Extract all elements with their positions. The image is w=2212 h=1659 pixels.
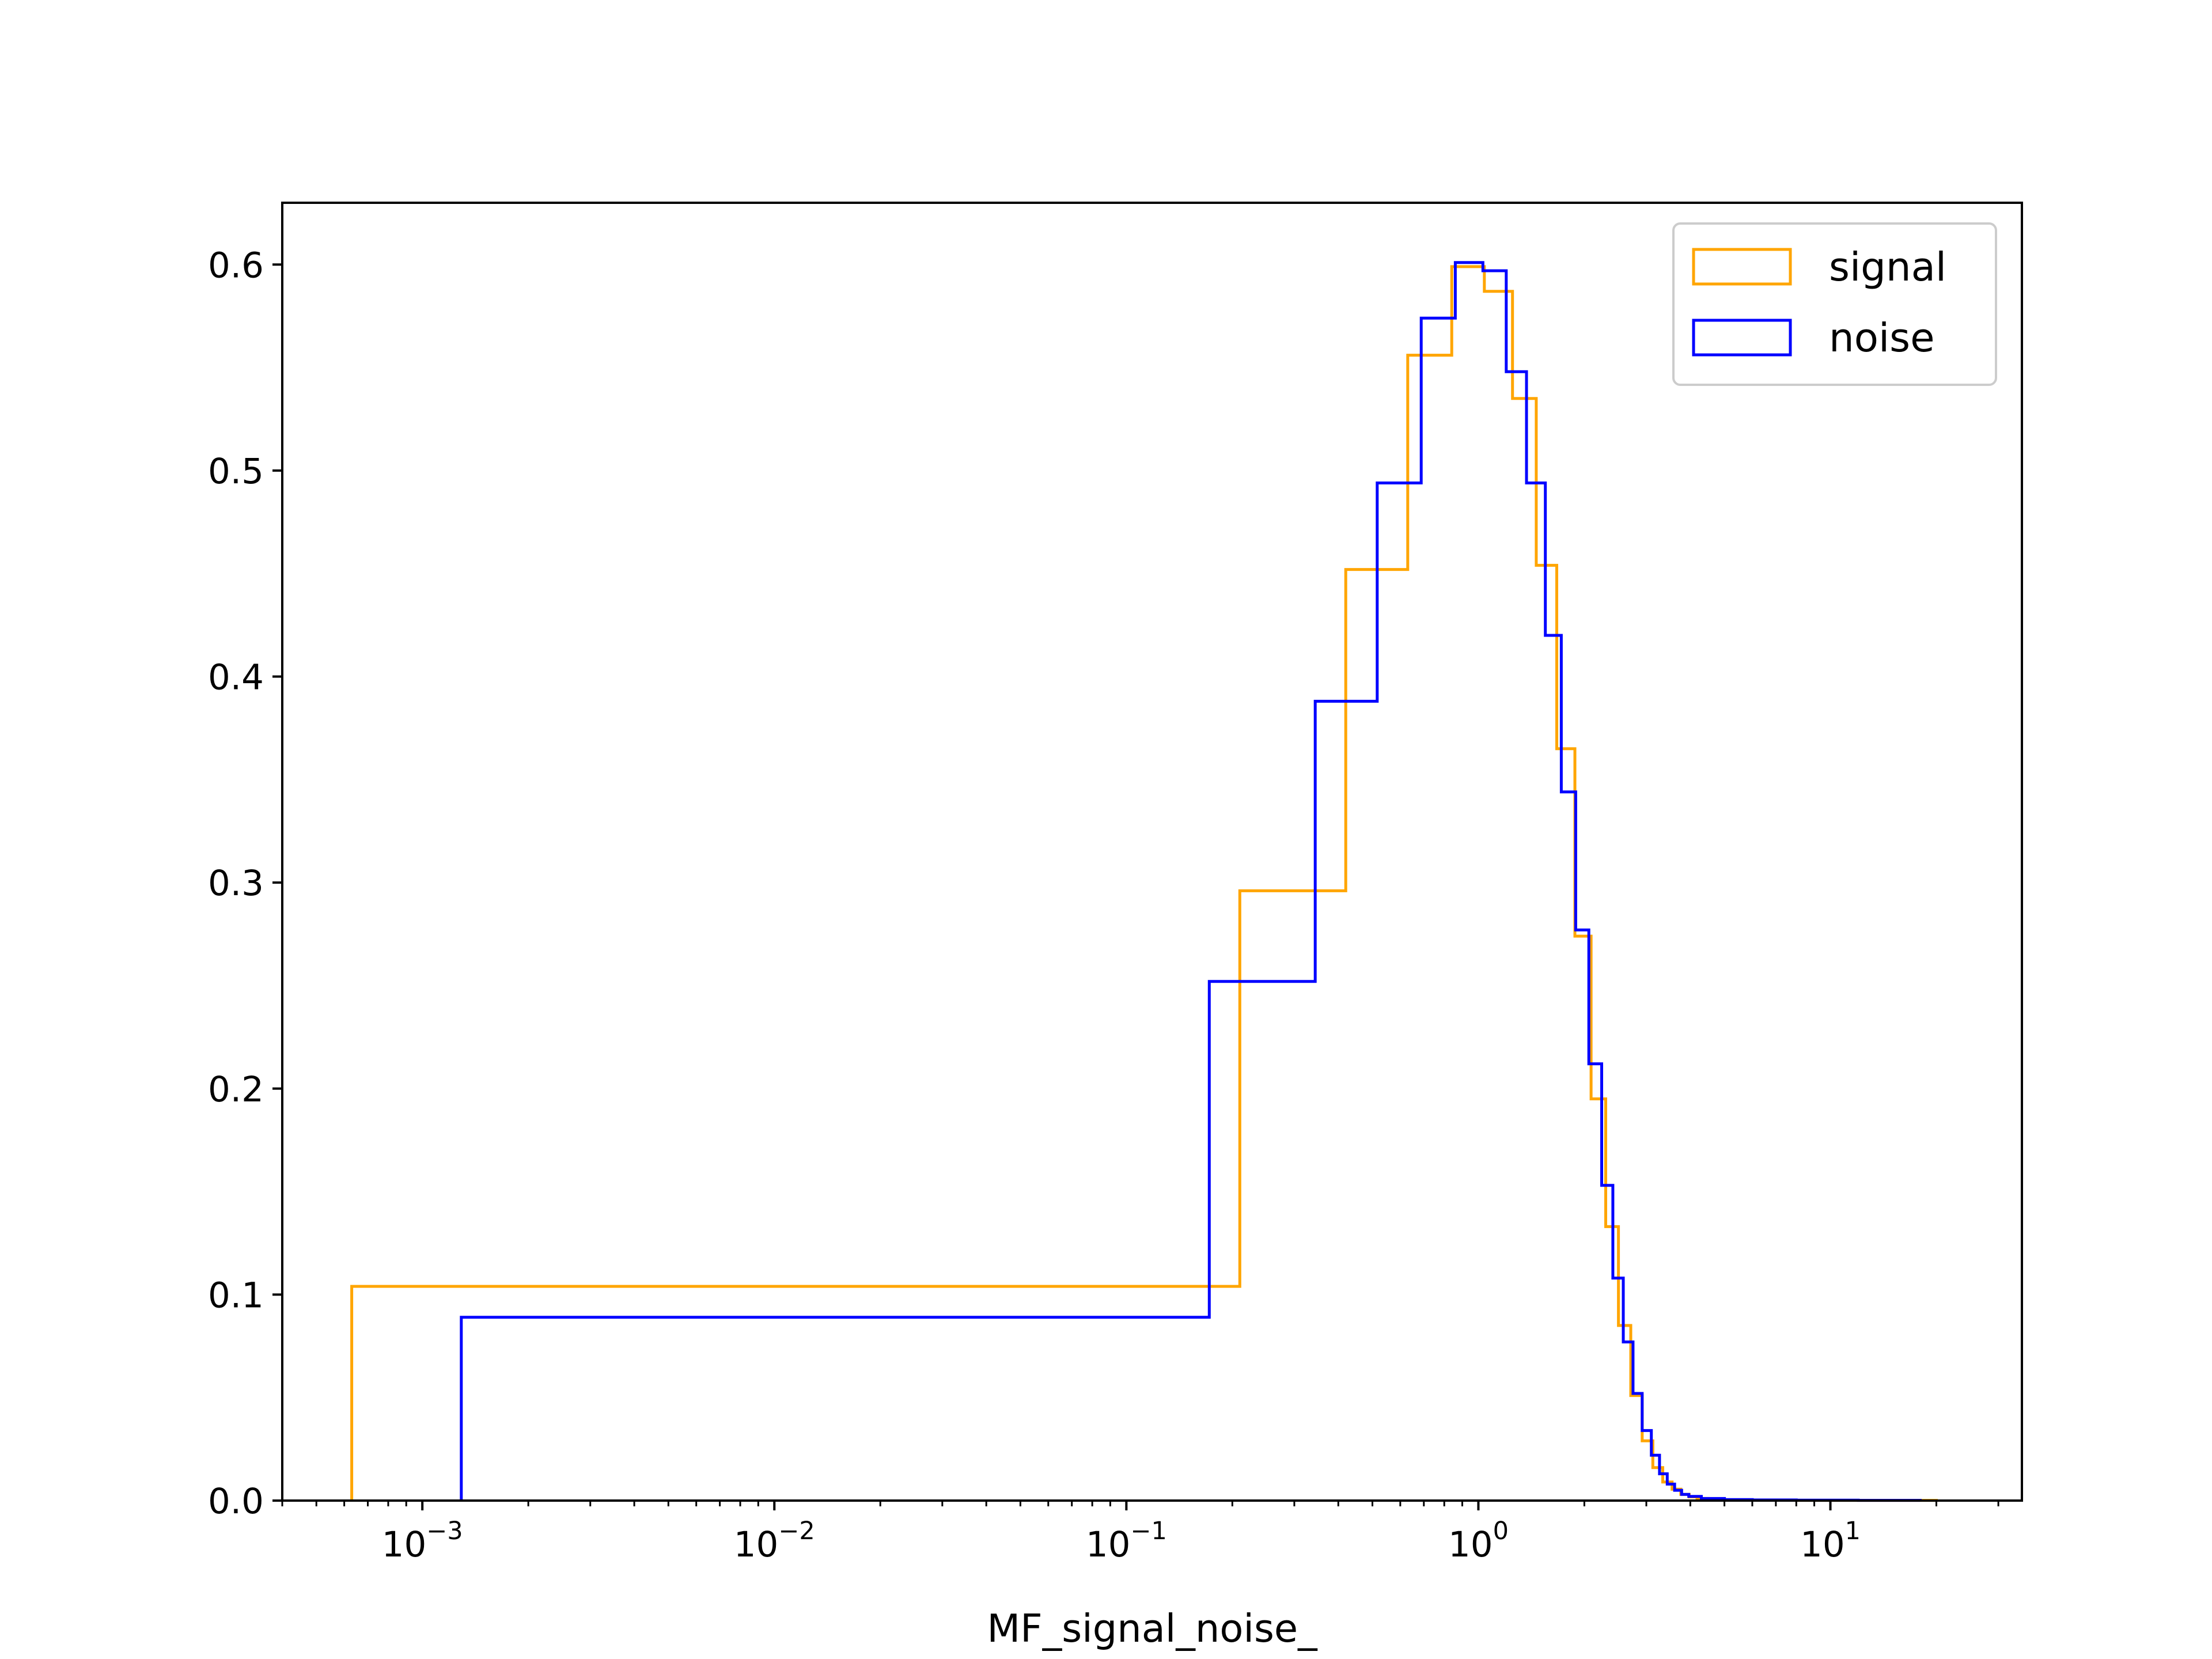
x-tick-label: 10−1 [1086,1517,1167,1565]
legend-swatch-signal [1692,248,1792,286]
x-tick-label-exponent: −2 [778,1517,815,1546]
legend-swatch-noise [1692,319,1792,357]
y-tick-label: 0.4 [208,657,264,698]
legend-label-signal: signal [1829,244,1946,290]
y-tick-label: 0.1 [208,1275,264,1316]
legend: signal noise [1672,222,1997,386]
y-tick-label: 0.3 [208,863,264,904]
legend-box [1672,222,1997,386]
x-axis: 10−3 10−2 10−1 100 101 [281,1501,1999,1565]
x-tick-label-base: 10 [382,1524,427,1565]
x-tick-label-exponent: −3 [426,1517,463,1546]
x-axis-label: MF_signal_noise_ [987,1606,1318,1651]
plot-frame [281,202,2023,1502]
y-axis: 0.0 0.1 0.2 0.3 0.4 0.5 0.6 [208,245,282,1522]
x-tick-label-base: 10 [1086,1524,1131,1565]
x-tick-label: 100 [1448,1517,1509,1565]
y-tick-label: 0.2 [208,1069,264,1110]
series-noise-line [460,261,1922,1502]
x-tick-label-exponent: 0 [1493,1517,1509,1546]
x-tick-label-base: 10 [1448,1524,1493,1565]
x-tick-label-base: 10 [1800,1524,1845,1565]
y-tick-label: 0.0 [208,1481,264,1522]
x-tick-label: 10−3 [382,1517,463,1565]
y-tick-label: 0.5 [208,451,264,492]
x-tick-label-base: 10 [734,1524,779,1565]
series-layer [350,261,1938,1502]
x-tick-label-exponent: 1 [1845,1517,1861,1546]
x-tick-label: 101 [1800,1517,1861,1565]
y-tick-label: 0.6 [208,245,264,286]
legend-label-noise: noise [1829,315,1935,361]
x-tick-label-exponent: −1 [1130,1517,1166,1546]
x-tick-label: 10−2 [734,1517,815,1565]
